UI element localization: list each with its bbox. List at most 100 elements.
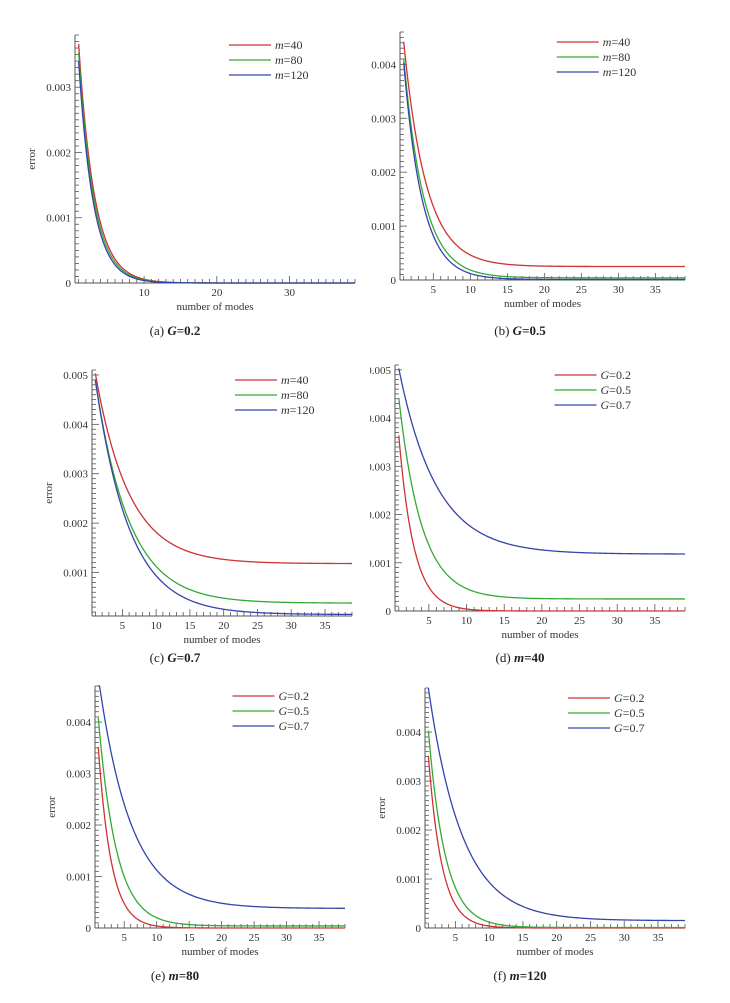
x-tick-label: 10 bbox=[151, 932, 163, 944]
panel-c: 5 10 15 20 25 30 35 0.001 0.002 0.003 0.004 0.005 nu… bbox=[20, 360, 370, 685]
x-tick-label: 25 bbox=[574, 615, 586, 627]
legend-entry: G=0.2 bbox=[614, 691, 644, 705]
series-line-m-40 bbox=[403, 41, 685, 268]
x-tick-label: 25 bbox=[576, 284, 588, 296]
x-tick-label: 15 bbox=[517, 932, 529, 944]
legend-entry: m=120 bbox=[275, 68, 308, 82]
y-tick-label: 0 bbox=[416, 923, 422, 935]
series-line-m-120 bbox=[77, 61, 355, 284]
y-tick-label: 0.005 bbox=[370, 365, 392, 377]
x-tick-label: 30 bbox=[281, 932, 293, 944]
panel-a: 10 20 30 0 0.001 0.002 0.003 number of modes err… bbox=[20, 20, 370, 345]
y-tick-label: 0.001 bbox=[371, 221, 396, 233]
y-tick-label: 0.001 bbox=[370, 558, 391, 570]
caption-variable: m bbox=[509, 968, 520, 983]
caption-value: 120 bbox=[527, 968, 547, 983]
x-tick-label: 10 bbox=[461, 615, 473, 627]
panel-e: 5 10 15 20 25 30 35 0 0.001 0.002 0.003 0.004 number… bbox=[20, 678, 370, 1003]
caption-operator: = bbox=[519, 968, 528, 983]
y-tick-label: 0.003 bbox=[396, 776, 421, 788]
caption-b: (b) G=0.5 bbox=[420, 323, 620, 339]
caption-label: (d) bbox=[495, 650, 511, 665]
x-tick-label: 25 bbox=[252, 620, 263, 632]
series-line-G-0-7 bbox=[398, 368, 685, 555]
x-axis-label: number of modes bbox=[177, 301, 254, 313]
caption-variable: G bbox=[167, 650, 177, 665]
y-tick-label: 0.003 bbox=[46, 82, 71, 94]
caption-e: (e) m=80 bbox=[75, 968, 275, 984]
legend-entry: G=0.7 bbox=[601, 398, 631, 412]
chart-a: 10 20 30 0 0.001 0.002 0.003 number of modes err… bbox=[26, 34, 356, 313]
y-tick-label: 0.004 bbox=[371, 59, 396, 71]
y-tick-label: 0.003 bbox=[370, 461, 392, 473]
series-line-m-120 bbox=[94, 379, 352, 616]
caption-operator: = bbox=[176, 323, 185, 338]
caption-label: (e) bbox=[150, 968, 166, 983]
x-tick-label: 20 bbox=[539, 284, 551, 296]
legend-entry: G=0.5 bbox=[601, 383, 631, 397]
x-tick-label: 30 bbox=[613, 284, 625, 296]
y-axis-label: error bbox=[26, 148, 38, 170]
x-tick-label: 35 bbox=[314, 932, 326, 944]
x-axis-label: number of modes bbox=[517, 946, 594, 958]
y-axis-label: error bbox=[46, 796, 58, 818]
caption-label: (c) bbox=[149, 650, 165, 665]
x-tick-label: 35 bbox=[650, 284, 662, 296]
x-tick-label: 10 bbox=[465, 284, 477, 296]
x-tick-label: 5 bbox=[453, 932, 459, 944]
legend-entry: G=0.5 bbox=[614, 706, 644, 720]
y-tick-label: 0.004 bbox=[63, 419, 88, 431]
caption-label: (f) bbox=[493, 968, 507, 983]
series-line-G-0-5 bbox=[427, 730, 685, 929]
x-tick-label: 20 bbox=[218, 620, 230, 632]
panel-d: 5 10 15 20 25 30 35 0 0.001 0.002 0.003 0.004 0.005 n… bbox=[346, 360, 720, 685]
series-line-G-0-7 bbox=[427, 687, 686, 922]
caption-operator: = bbox=[178, 968, 187, 983]
series-line-G-0-2 bbox=[97, 746, 345, 929]
series-line-m-80 bbox=[403, 58, 685, 279]
x-tick-label: 20 bbox=[216, 932, 228, 944]
y-tick-label: 0.002 bbox=[46, 147, 71, 159]
legend-entry: G=0.5 bbox=[279, 704, 309, 718]
x-axis-label: number of modes bbox=[504, 298, 581, 310]
legend-entry: G=0.7 bbox=[614, 721, 644, 735]
x-tick-label: 30 bbox=[619, 932, 631, 944]
y-tick-label: 0.004 bbox=[66, 717, 91, 729]
chart-e: 5 10 15 20 25 30 35 0 0.001 0.002 0.003 0.004 number… bbox=[46, 685, 346, 958]
y-axis-label: error bbox=[376, 797, 388, 819]
y-axis-label: error bbox=[43, 482, 55, 504]
x-tick-label: 10 bbox=[139, 287, 151, 299]
caption-f: (f) m=120 bbox=[420, 968, 620, 984]
caption-variable: m bbox=[168, 968, 179, 983]
caption-d: (d) m=40 bbox=[420, 650, 620, 666]
caption-operator: = bbox=[176, 650, 185, 665]
x-tick-label: 25 bbox=[249, 932, 261, 944]
y-tick-label: 0.001 bbox=[63, 568, 88, 580]
x-tick-label: 15 bbox=[499, 615, 511, 627]
chart-d: 5 10 15 20 25 30 35 0 0.001 0.002 0.003 0.004 0.005 n… bbox=[346, 364, 686, 641]
y-tick-label: 0 bbox=[391, 275, 397, 287]
series-line-m-80 bbox=[94, 380, 353, 604]
caption-value: 80 bbox=[186, 968, 200, 983]
x-tick-label: 5 bbox=[431, 284, 437, 296]
y-tick-label: 0.002 bbox=[63, 518, 88, 530]
x-tick-label: 10 bbox=[484, 932, 496, 944]
caption-value: 0.7 bbox=[184, 650, 201, 665]
y-tick-label: 0 bbox=[386, 606, 392, 618]
legend-entry: m=40 bbox=[603, 35, 630, 49]
series-line-G-0-2 bbox=[427, 755, 685, 929]
caption-c: (c) G=0.7 bbox=[75, 650, 275, 666]
x-axis-label: number of modes bbox=[182, 946, 259, 958]
caption-operator: = bbox=[522, 323, 530, 338]
y-tick-label: 0 bbox=[86, 923, 92, 935]
x-axis-label: number of modes bbox=[184, 634, 261, 646]
panel-f: 5 10 15 20 25 30 35 0 0.001 0.002 0.003 0.004 number… bbox=[370, 678, 720, 1003]
series-line-m-40 bbox=[94, 373, 352, 565]
caption-variable: G bbox=[512, 323, 523, 338]
y-tick-label: 0 bbox=[66, 278, 72, 290]
x-tick-label: 20 bbox=[551, 932, 563, 944]
y-tick-label: 0.004 bbox=[396, 727, 421, 739]
series-line-m-120 bbox=[403, 62, 685, 281]
caption-variable: m bbox=[513, 650, 525, 665]
y-tick-label: 0.003 bbox=[371, 113, 396, 125]
